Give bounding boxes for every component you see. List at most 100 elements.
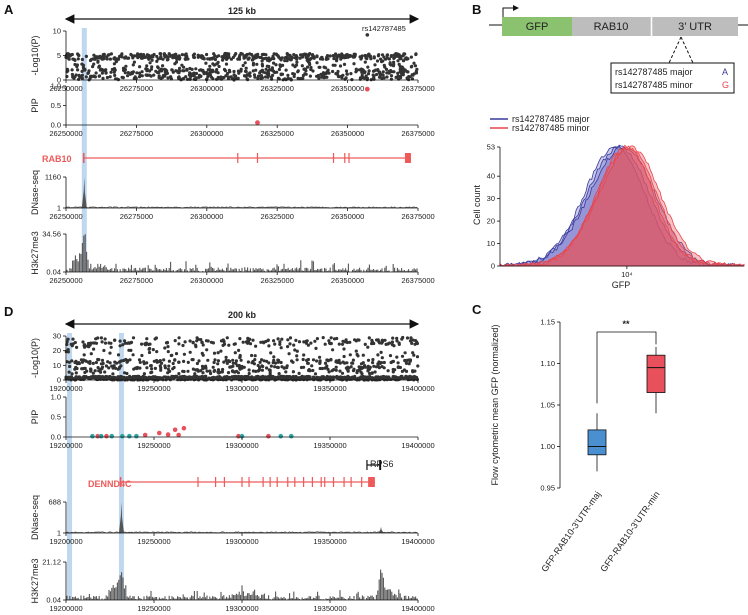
data-point [75,63,79,67]
data-point [160,361,164,365]
data-point [200,340,204,344]
data-point [207,72,212,76]
data-point [197,359,201,363]
data-point [376,68,380,72]
data-point [380,365,384,369]
y-axis-label: -Log10(P) [30,338,40,378]
data-point [315,337,319,341]
data-point [74,375,78,379]
data-point [244,55,248,59]
data-point [286,338,290,342]
data-point [296,376,300,380]
data-point [145,337,149,341]
data-point [238,365,242,369]
data-point [70,52,74,57]
data-point [201,54,205,59]
data-point [278,340,282,344]
data-point [265,58,269,62]
pip-point [142,432,148,438]
data-point [83,345,87,349]
data-point [174,69,178,73]
data-point [129,348,133,352]
data-point [380,53,385,57]
data-point [195,339,199,343]
pip-point [109,433,115,439]
data-point [219,349,223,353]
data-point [323,342,327,346]
data-point [180,53,184,57]
data-point [311,358,316,362]
data-point [227,55,231,59]
data-point [117,54,122,59]
data-point [265,64,269,68]
data-point [359,67,363,71]
data-point [411,351,415,355]
y-tick-label: 1.10 [540,359,555,368]
data-point [70,68,74,72]
data-point [284,68,288,72]
data-point [192,374,196,378]
data-point [330,369,334,373]
data-point [224,62,229,66]
data-point [183,340,187,344]
x-tick-label: 26325000 [261,276,294,285]
data-point [273,342,277,346]
data-point [395,355,399,359]
data-point [390,340,394,344]
data-point [190,358,194,362]
data-point [71,75,75,79]
data-point [97,358,101,362]
data-point [414,339,418,343]
data-point [253,354,257,358]
x-tick-label: 26350000 [331,84,364,93]
data-point [415,355,420,359]
data-point [252,73,257,77]
data-point [136,374,140,379]
data-point [363,376,367,380]
data-point [242,377,246,381]
data-point [92,53,96,57]
data-point [131,353,135,357]
data-point [363,342,367,346]
data-point [195,377,199,381]
data-point [188,339,192,343]
data-point [374,375,378,379]
data-point [68,364,72,369]
data-point [232,69,236,74]
data-point [204,364,208,368]
data-point [76,52,80,56]
data-point [297,340,302,344]
data-point [91,65,95,69]
data-point [414,52,418,57]
data-point [354,67,358,71]
data-point [198,68,202,72]
data-point [284,370,288,374]
data-point [254,344,258,348]
y-tick-label: 0.95 [540,484,555,493]
x-tick-label: 19400000 [401,384,434,393]
data-point [171,361,175,366]
data-point [384,342,388,346]
x-tick-label: 26300000 [190,84,223,93]
data-point [416,364,420,368]
data-point [409,336,413,340]
signal-peak [81,177,87,208]
data-point [301,376,305,380]
x-tick-label: 19250000 [137,441,170,450]
data-point [264,75,268,79]
data-point [114,366,118,370]
data-point [152,73,156,77]
data-point [382,360,386,365]
y-tick-label: 0.04 [46,268,61,277]
data-point [148,61,152,65]
data-point [396,74,400,78]
data-point [336,74,340,79]
data-point [295,60,299,64]
data-point [102,348,106,353]
data-point [134,76,138,80]
data-point [363,53,367,58]
data-point [204,70,209,75]
data-point [342,354,346,359]
pip-point [165,432,171,437]
data-point [347,366,351,370]
